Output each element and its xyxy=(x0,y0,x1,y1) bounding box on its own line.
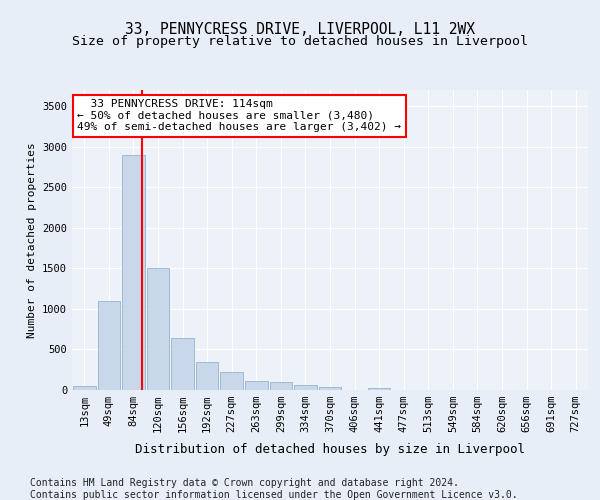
Bar xyxy=(73,386,95,390)
Text: Size of property relative to detached houses in Liverpool: Size of property relative to detached ho… xyxy=(72,35,528,48)
Bar xyxy=(368,388,391,390)
Bar xyxy=(319,387,341,390)
Bar xyxy=(245,381,268,390)
Bar xyxy=(146,268,169,390)
Bar xyxy=(269,382,292,390)
Text: Contains HM Land Registry data © Crown copyright and database right 2024.: Contains HM Land Registry data © Crown c… xyxy=(30,478,459,488)
Bar xyxy=(98,301,120,390)
Bar xyxy=(220,372,243,390)
Text: 33, PENNYCRESS DRIVE, LIVERPOOL, L11 2WX: 33, PENNYCRESS DRIVE, LIVERPOOL, L11 2WX xyxy=(125,22,475,38)
Text: 33 PENNYCRESS DRIVE: 114sqm  
← 50% of detached houses are smaller (3,480)
49% o: 33 PENNYCRESS DRIVE: 114sqm ← 50% of det… xyxy=(77,99,401,132)
Text: Contains public sector information licensed under the Open Government Licence v3: Contains public sector information licen… xyxy=(30,490,518,500)
Bar xyxy=(294,385,317,390)
Y-axis label: Number of detached properties: Number of detached properties xyxy=(26,142,37,338)
Bar xyxy=(196,362,218,390)
Text: Distribution of detached houses by size in Liverpool: Distribution of detached houses by size … xyxy=(135,442,525,456)
Bar xyxy=(171,338,194,390)
Bar xyxy=(122,155,145,390)
